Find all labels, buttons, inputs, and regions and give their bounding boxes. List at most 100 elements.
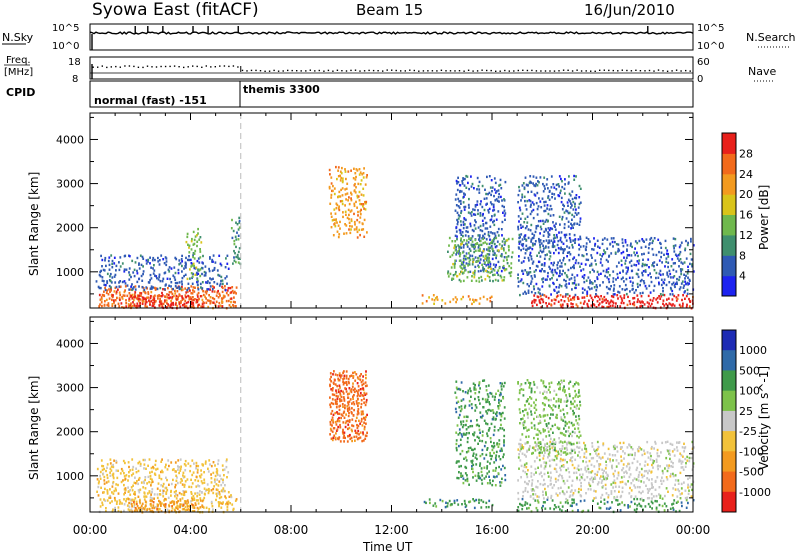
data-cell bbox=[112, 475, 115, 478]
data-cell bbox=[218, 284, 221, 287]
data-cell bbox=[149, 477, 152, 480]
data-cell bbox=[489, 391, 492, 395]
data-cell bbox=[548, 451, 551, 454]
data-cell bbox=[479, 249, 481, 252]
data-cell bbox=[614, 485, 617, 488]
data-cell bbox=[604, 483, 607, 487]
data-cell bbox=[503, 417, 506, 420]
data-cell bbox=[501, 234, 503, 237]
data-cell bbox=[498, 243, 501, 246]
freq-point bbox=[391, 69, 393, 71]
data-cell bbox=[216, 473, 219, 477]
data-cell bbox=[104, 487, 106, 491]
freq-point bbox=[513, 70, 515, 72]
data-cell bbox=[233, 256, 235, 259]
data-cell bbox=[542, 483, 545, 487]
data-cell bbox=[157, 503, 160, 507]
data-cell bbox=[474, 392, 477, 395]
data-cell bbox=[191, 503, 194, 507]
data-cell bbox=[609, 242, 612, 245]
data-cell bbox=[467, 295, 470, 298]
data-cell bbox=[551, 196, 553, 199]
data-cell bbox=[335, 394, 338, 398]
data-cell bbox=[568, 282, 570, 285]
data-cell bbox=[174, 483, 177, 487]
data-cell bbox=[625, 266, 628, 269]
data-cell bbox=[118, 268, 121, 272]
data-cell bbox=[558, 215, 561, 218]
data-cell bbox=[106, 289, 108, 292]
data-cell bbox=[595, 284, 598, 287]
data-cell bbox=[499, 178, 502, 182]
data-cell bbox=[685, 498, 688, 502]
data-cell bbox=[658, 454, 661, 458]
data-cell bbox=[519, 209, 522, 212]
data-cell bbox=[329, 372, 332, 375]
data-cell bbox=[184, 294, 187, 297]
data-cell bbox=[574, 241, 576, 244]
data-cell bbox=[539, 415, 542, 418]
data-cell bbox=[636, 241, 639, 245]
data-cell bbox=[556, 278, 558, 281]
data-cell bbox=[464, 234, 467, 237]
data-cell bbox=[601, 297, 604, 301]
data-cell bbox=[571, 424, 574, 427]
data-cell bbox=[528, 271, 530, 274]
data-cell bbox=[469, 258, 472, 261]
data-cell bbox=[193, 265, 195, 268]
freq-point bbox=[201, 66, 203, 68]
data-cell bbox=[174, 289, 176, 292]
data-cell bbox=[158, 304, 161, 307]
data-cell bbox=[172, 287, 174, 291]
data-cell bbox=[611, 240, 614, 244]
data-cell bbox=[210, 278, 213, 281]
data-cell bbox=[684, 446, 687, 449]
data-cell bbox=[540, 270, 542, 273]
data-cell bbox=[137, 482, 139, 486]
data-cell bbox=[658, 493, 660, 496]
data-cell bbox=[590, 457, 593, 460]
data-cell bbox=[571, 509, 574, 513]
data-cell bbox=[150, 504, 152, 507]
data-cell bbox=[215, 492, 218, 495]
data-cell bbox=[493, 425, 496, 429]
data-cell bbox=[607, 287, 610, 290]
data-cell bbox=[174, 495, 176, 498]
data-cell bbox=[563, 379, 565, 382]
data-cell bbox=[123, 280, 126, 283]
freq-point bbox=[499, 70, 501, 72]
data-cell bbox=[517, 456, 520, 459]
data-cell bbox=[110, 289, 112, 292]
data-cell bbox=[596, 483, 599, 486]
data-cell bbox=[464, 465, 467, 469]
data-cell bbox=[500, 423, 502, 427]
data-cell bbox=[153, 269, 156, 272]
freq-point bbox=[400, 70, 402, 72]
data-cell bbox=[551, 424, 554, 428]
data-cell bbox=[479, 462, 482, 465]
data-cell bbox=[467, 235, 470, 238]
data-cell bbox=[687, 241, 689, 245]
data-cell bbox=[547, 496, 549, 499]
data-cell bbox=[473, 243, 476, 247]
data-cell bbox=[492, 203, 495, 206]
data-cell bbox=[218, 491, 221, 494]
data-cell bbox=[463, 205, 466, 209]
freq-point bbox=[612, 69, 614, 72]
data-cell bbox=[487, 261, 490, 264]
data-cell bbox=[349, 224, 351, 228]
data-cell bbox=[462, 201, 465, 204]
data-cell bbox=[527, 381, 530, 384]
freq-point bbox=[395, 69, 397, 72]
data-cell bbox=[110, 286, 112, 289]
data-cell bbox=[531, 446, 534, 449]
data-cell bbox=[217, 484, 220, 487]
data-cell bbox=[483, 208, 486, 212]
data-cell bbox=[672, 508, 675, 511]
data-cell bbox=[455, 204, 458, 207]
data-cell bbox=[469, 224, 472, 228]
data-cell bbox=[567, 211, 570, 215]
data-cell bbox=[561, 441, 564, 444]
data-cell bbox=[557, 239, 560, 243]
data-cell bbox=[548, 265, 551, 269]
